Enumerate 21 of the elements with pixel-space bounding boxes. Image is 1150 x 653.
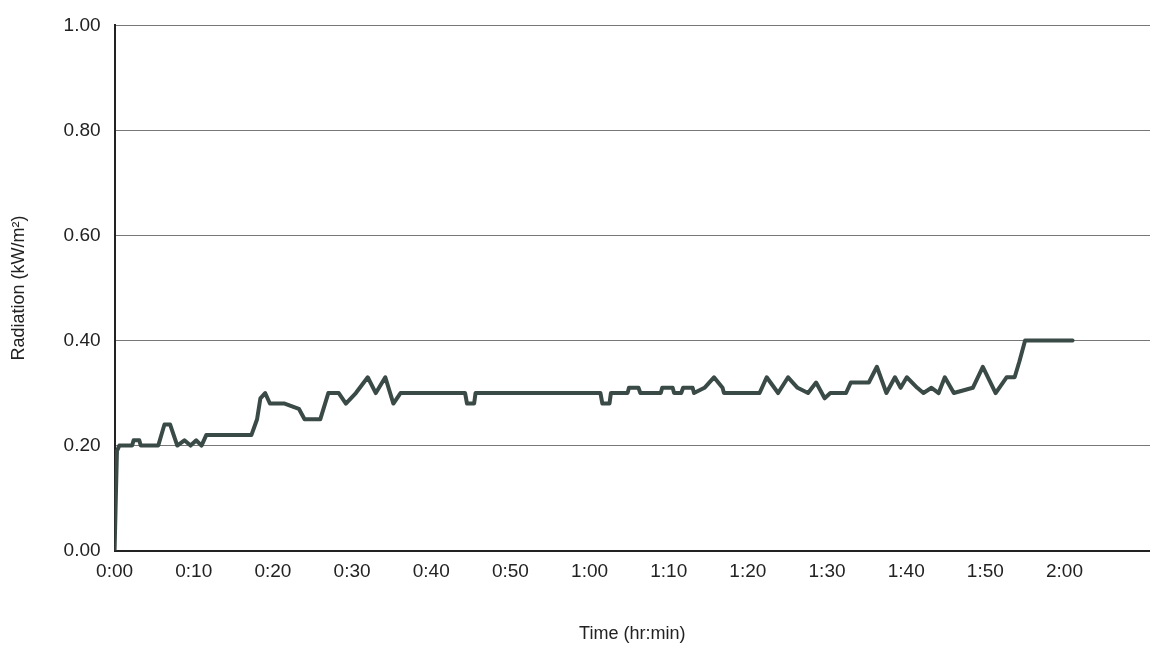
x-tick-label: 2:00 xyxy=(1046,560,1083,582)
y-tick-label: 0.00 xyxy=(63,538,101,560)
y-tick-label: 0.80 xyxy=(63,118,101,140)
x-tick-label: 1:10 xyxy=(650,560,688,582)
x-tick-label: 1:20 xyxy=(729,560,767,582)
y-tick-label: 0.60 xyxy=(63,223,101,245)
y-axis-title: Radiation (kW/m²) xyxy=(7,215,28,361)
y-tick-label: 0.20 xyxy=(63,433,101,455)
x-tick-label: 0:40 xyxy=(412,560,450,582)
x-tick-label: 0:50 xyxy=(491,560,529,582)
x-tick-label: 0:00 xyxy=(96,560,134,582)
x-tick-label: 1:00 xyxy=(571,560,609,582)
y-tick-label: 1.00 xyxy=(63,13,101,35)
y-tick-label: 0.40 xyxy=(63,328,101,350)
x-tick-label: 0:30 xyxy=(333,560,371,582)
x-tick-label: 0:20 xyxy=(254,560,292,582)
x-tick-label: 1:40 xyxy=(887,560,925,582)
x-axis-title: Time (hr:min) xyxy=(579,623,686,644)
x-tick-label: 1:50 xyxy=(966,560,1004,582)
x-tick-label: 0:10 xyxy=(175,560,213,582)
x-tick-label: 1:30 xyxy=(808,560,846,582)
